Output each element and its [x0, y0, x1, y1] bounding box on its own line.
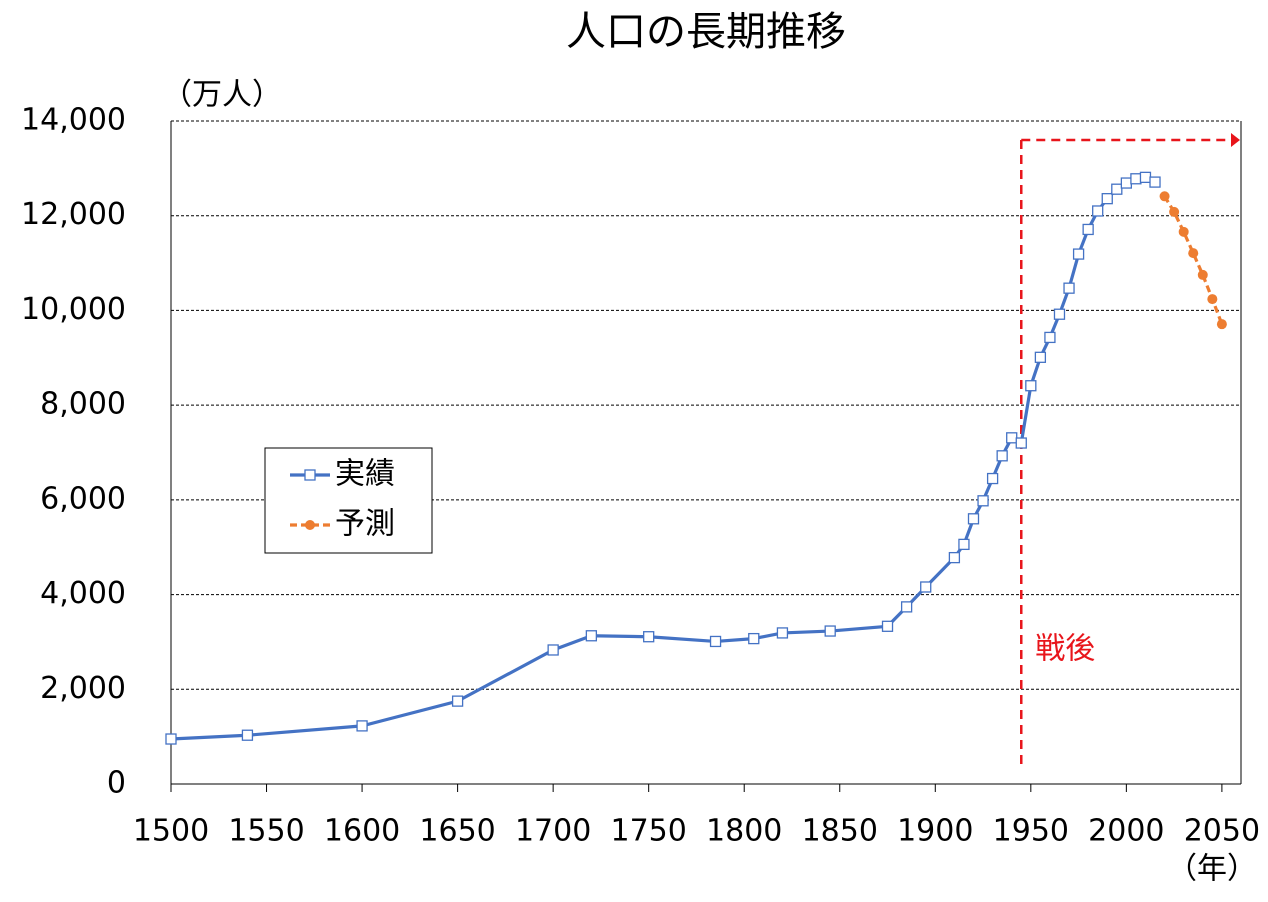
- marker: [1159, 191, 1170, 202]
- marker: [1025, 380, 1037, 392]
- marker: [585, 630, 598, 642]
- marker: [1130, 173, 1142, 185]
- x-tick-label: 1950: [993, 814, 1069, 849]
- marker: [1178, 226, 1189, 237]
- x-axis-label: （年）: [1167, 852, 1257, 887]
- x-tick-label: 1600: [324, 814, 400, 849]
- y-tick-label: 12,000: [21, 197, 126, 232]
- x-tick-label: 1750: [610, 814, 686, 849]
- marker: [356, 720, 368, 732]
- x-tick-label: 1700: [515, 814, 591, 849]
- marker: [1015, 437, 1027, 449]
- x-tick-label: 1800: [706, 814, 782, 849]
- x-tick-label: 2000: [1088, 814, 1164, 849]
- marker: [881, 620, 894, 632]
- marker: [824, 625, 836, 637]
- chart-title: 人口の長期推移: [566, 9, 846, 55]
- marker: [1216, 319, 1227, 330]
- y-tick-label: 2,000: [40, 671, 126, 706]
- marker: [709, 635, 722, 648]
- marker: [1053, 308, 1066, 320]
- marker: [643, 631, 655, 643]
- y-axis-label: （万人）: [162, 78, 282, 113]
- marker: [1149, 176, 1161, 188]
- x-tick-label: 1900: [897, 814, 973, 849]
- legend-label: 予測: [335, 507, 395, 542]
- marker: [1188, 248, 1199, 259]
- marker: [1169, 206, 1180, 217]
- marker: [1044, 331, 1056, 344]
- marker: [1072, 248, 1085, 260]
- annotation-text: 戦後: [1035, 632, 1095, 667]
- marker: [1006, 432, 1018, 444]
- marker: [1139, 171, 1152, 184]
- marker: [996, 450, 1008, 462]
- marker: [1063, 282, 1075, 294]
- x-tick-label: 1550: [228, 814, 304, 849]
- marker: [1197, 269, 1208, 280]
- marker: [986, 472, 999, 485]
- legend-label: 実績: [335, 457, 395, 492]
- x-tick-label: 1850: [802, 814, 878, 849]
- marker: [1207, 294, 1218, 305]
- marker: [977, 495, 989, 507]
- marker: [547, 644, 559, 656]
- marker: [241, 729, 254, 741]
- marker: [776, 627, 789, 639]
- marker: [958, 538, 970, 551]
- marker: [748, 632, 760, 645]
- marker: [1034, 351, 1047, 363]
- marker: [165, 733, 177, 745]
- y-tick-label: 6,000: [40, 481, 126, 516]
- x-tick-label: 1500: [133, 814, 209, 849]
- marker: [948, 551, 961, 564]
- x-tick-label: 1650: [419, 814, 495, 849]
- legend-box: [264, 447, 433, 554]
- annotation-arrow: [1231, 133, 1240, 147]
- y-tick-label: 4,000: [40, 576, 126, 611]
- marker: [900, 601, 913, 613]
- y-tick-label: 10,000: [21, 292, 126, 327]
- marker: [1120, 177, 1133, 189]
- marker: [1082, 223, 1094, 236]
- marker: [305, 520, 315, 530]
- marker: [920, 581, 932, 593]
- marker: [1111, 183, 1123, 195]
- y-tick-label: 8,000: [40, 387, 126, 422]
- marker: [1101, 193, 1113, 205]
- marker: [1092, 205, 1104, 217]
- y-tick-label: 0: [107, 766, 126, 801]
- x-tick-label: 2050: [1184, 814, 1260, 849]
- marker: [304, 469, 316, 481]
- y-tick-label: 14,000: [21, 103, 126, 138]
- marker: [967, 513, 980, 525]
- marker: [451, 695, 464, 707]
